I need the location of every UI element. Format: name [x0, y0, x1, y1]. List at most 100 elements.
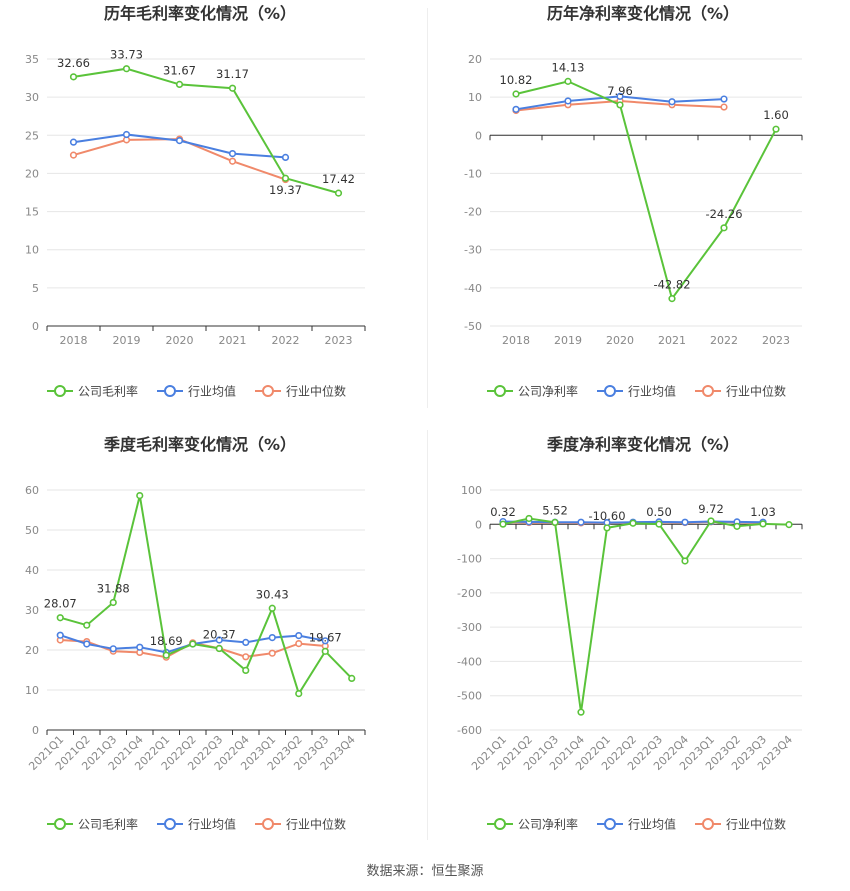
- series-line-company: [60, 495, 353, 696]
- y-tick-label: -40: [464, 282, 482, 295]
- data-point-company: [512, 90, 520, 98]
- data-point-avg: [83, 640, 91, 648]
- data-point-avg: [56, 631, 64, 639]
- data-point-avg: [69, 138, 78, 146]
- legend-swatch-marker: [164, 818, 176, 830]
- y-tick-label: -600: [457, 724, 482, 737]
- chart-panel-2: 历年净利率变化情况（%） -50 -40 -30 -20 -10 0 10 20 2018 2019…: [464, 4, 803, 399]
- y-tick-label: -100: [457, 553, 482, 566]
- data-label: -42.82: [653, 278, 690, 292]
- data-point-company: [268, 604, 276, 612]
- y-tick-label: 50: [25, 524, 39, 537]
- data-point-company: [668, 295, 676, 303]
- legend-label: 行业中位数: [286, 384, 346, 399]
- data-source-note: 数据来源：恒生聚源: [366, 864, 484, 879]
- data-point-company: [564, 77, 572, 85]
- data-point-avg: [321, 637, 329, 645]
- data-label: -24.26: [705, 207, 742, 221]
- legend-item-company: 公司净利率: [487, 817, 578, 832]
- y-tick-label: 10: [25, 244, 39, 257]
- data-point-company: [242, 666, 250, 675]
- y-tick-label: 20: [468, 53, 482, 66]
- data-point-median: [720, 103, 728, 111]
- legend-item-avg: 行业均值: [597, 384, 676, 399]
- chart-panel-1: 历年毛利率变化情况（%） 0 5 10 15 20 25 30 35 2018 2019 2020 20…: [25, 4, 366, 399]
- legend-item-avg: 行业均值: [157, 817, 236, 832]
- data-point-company: [228, 84, 237, 92]
- data-label: 32.66: [57, 56, 90, 70]
- y-tick-label: 30: [25, 604, 39, 617]
- chart-panel-3: 季度毛利率变化情况（%）01020304050602021Q12021Q2202…: [25, 435, 366, 832]
- data-point-median: [268, 649, 276, 657]
- data-label: 28.07: [44, 597, 77, 611]
- chart-title: 历年毛利率变化情况（%）: [104, 4, 296, 23]
- data-point-avg: [295, 631, 303, 640]
- data-point-company: [321, 647, 329, 655]
- data-point-company: [759, 520, 767, 528]
- legend-item-median: 行业中位数: [255, 384, 346, 399]
- legend: 公司毛利率 行业均值 行业中位数: [47, 384, 346, 399]
- legend-label: 行业均值: [188, 817, 236, 832]
- data-label: 10.82: [500, 73, 533, 87]
- data-point-company: [215, 644, 223, 653]
- legend-label: 行业均值: [188, 384, 236, 399]
- data-label: 14.13: [552, 60, 585, 74]
- data-point-company: [295, 689, 303, 698]
- y-tick-label: -400: [457, 655, 482, 668]
- data-point-company: [785, 521, 793, 529]
- data-point-company: [629, 519, 637, 527]
- data-label: 31.67: [163, 63, 196, 77]
- data-point-avg: [564, 97, 572, 105]
- data-point-company: [616, 101, 624, 109]
- x-tick-label: 2023: [325, 334, 353, 347]
- y-tick-label: 35: [25, 53, 39, 66]
- data-point-company: [551, 518, 559, 526]
- legend-item-median: 行业中位数: [695, 817, 786, 832]
- legend-item-company: 公司净利率: [487, 384, 578, 399]
- legend-swatch-marker: [164, 385, 176, 397]
- data-point-company: [707, 517, 715, 525]
- y-tick-label: -500: [457, 690, 482, 703]
- y-tick-label: -20: [464, 206, 482, 219]
- data-point-avg: [268, 633, 276, 642]
- data-point-avg: [668, 98, 676, 106]
- legend-label: 行业中位数: [726, 384, 786, 399]
- data-point-avg: [136, 643, 144, 651]
- chart-title: 历年净利率变化情况（%）: [547, 4, 739, 23]
- y-tick-label: 20: [25, 167, 39, 180]
- data-point-company: [733, 522, 741, 530]
- data-point-avg: [512, 105, 520, 113]
- data-point-median: [295, 639, 303, 648]
- x-tick-label: 2022: [710, 334, 738, 347]
- data-label: 33.73: [110, 48, 143, 62]
- legend-swatch-marker: [54, 818, 66, 830]
- data-point-avg: [242, 638, 250, 647]
- data-label: 31.17: [216, 67, 249, 81]
- data-point-company: [69, 73, 78, 81]
- series-line-company: [515, 80, 777, 301]
- chart-panel-4: 季度净利率变化情况（%） -600 -500 -400 -300 -200 -100 0 100…: [457, 435, 803, 832]
- data-point-company: [577, 708, 585, 716]
- x-tick-label: 2021: [219, 334, 247, 347]
- y-tick-label: -300: [457, 621, 482, 634]
- data-point-avg: [577, 518, 585, 526]
- data-point-avg: [681, 518, 689, 526]
- data-label: 0.50: [646, 505, 672, 519]
- data-point-avg: [281, 153, 290, 162]
- legend-item-avg: 行业均值: [157, 384, 236, 399]
- legend-label: 行业均值: [628, 817, 676, 832]
- data-point-company: [499, 520, 507, 528]
- data-point-company: [83, 621, 91, 629]
- y-tick-label: 60: [25, 484, 39, 497]
- legend-label: 公司净利率: [518, 384, 578, 399]
- legend-label: 公司毛利率: [78, 817, 138, 832]
- chart-title: 季度净利率变化情况（%）: [546, 435, 739, 454]
- legend-item-median: 行业中位数: [255, 817, 346, 832]
- data-label: -10.60: [588, 509, 625, 523]
- data-point-company: [720, 224, 728, 232]
- x-tick-label: 2018: [502, 334, 530, 347]
- x-tick-label: 2022: [272, 334, 300, 347]
- data-point-company: [56, 614, 64, 622]
- y-tick-label: 100: [461, 484, 482, 497]
